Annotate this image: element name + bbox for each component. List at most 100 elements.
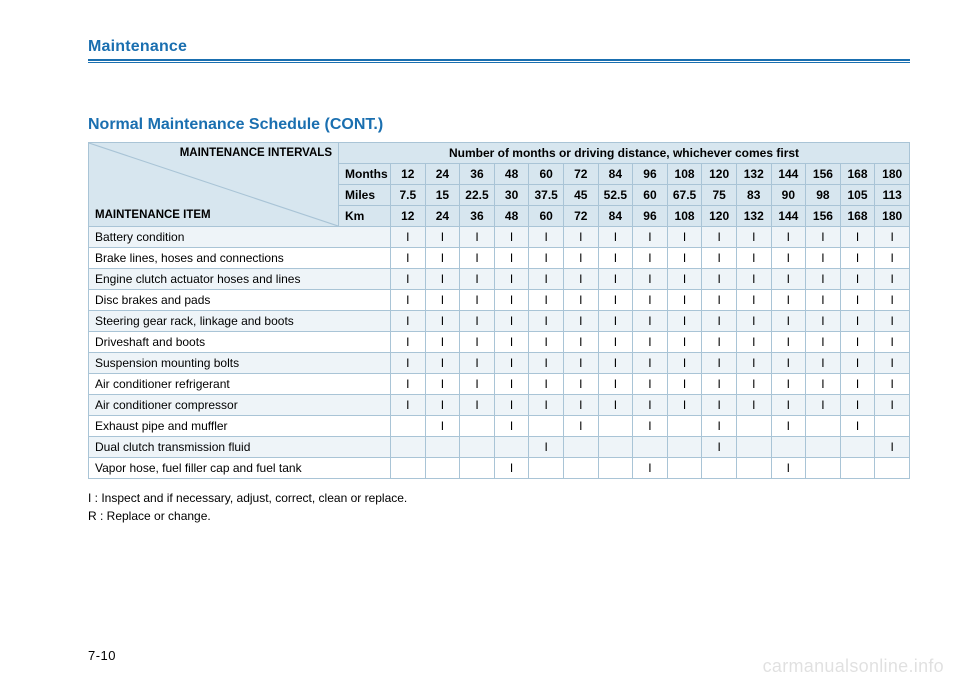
item-cell: I xyxy=(460,269,495,290)
unit-val: 144 xyxy=(771,164,806,185)
item-cell xyxy=(529,416,564,437)
item-cell: I xyxy=(840,416,875,437)
table-row: Exhaust pipe and mufflerIIIIIII xyxy=(89,416,910,437)
item-cell: I xyxy=(391,395,426,416)
item-cell: I xyxy=(425,290,460,311)
item-cell: I xyxy=(425,416,460,437)
item-cell: I xyxy=(806,248,841,269)
item-name: Brake lines, hoses and connections xyxy=(89,248,391,269)
unit-val: 180 xyxy=(875,206,910,227)
item-cell: I xyxy=(875,395,910,416)
item-cell: I xyxy=(563,248,598,269)
item-cell: I xyxy=(771,311,806,332)
item-cell xyxy=(460,416,495,437)
item-cell: I xyxy=(391,374,426,395)
unit-val: 7.5 xyxy=(391,185,426,206)
item-cell: I xyxy=(633,353,668,374)
item-cell: I xyxy=(736,290,771,311)
item-cell: I xyxy=(391,227,426,248)
item-cell: I xyxy=(667,311,702,332)
item-cell: I xyxy=(702,437,737,458)
unit-val: 105 xyxy=(840,185,875,206)
unit-val: 37.5 xyxy=(529,185,564,206)
unit-label: Miles xyxy=(339,185,391,206)
item-cell: I xyxy=(494,248,529,269)
item-cell: I xyxy=(806,227,841,248)
item-name: Air conditioner compressor xyxy=(89,395,391,416)
item-cell: I xyxy=(806,395,841,416)
item-cell: I xyxy=(736,353,771,374)
item-cell: I xyxy=(667,290,702,311)
unit-val: 132 xyxy=(736,206,771,227)
item-cell: I xyxy=(633,248,668,269)
item-cell: I xyxy=(460,353,495,374)
item-cell xyxy=(806,458,841,479)
unit-val: 48 xyxy=(494,206,529,227)
unit-val: 156 xyxy=(806,164,841,185)
unit-val: 12 xyxy=(391,164,426,185)
item-cell: I xyxy=(425,353,460,374)
item-cell: I xyxy=(529,332,564,353)
item-cell: I xyxy=(806,311,841,332)
item-cell: I xyxy=(840,332,875,353)
item-name: Exhaust pipe and muffler xyxy=(89,416,391,437)
table-row: Dual clutch transmission fluidIII xyxy=(89,437,910,458)
item-cell: I xyxy=(736,311,771,332)
item-cell: I xyxy=(840,227,875,248)
item-cell: I xyxy=(771,227,806,248)
unit-val: 67.5 xyxy=(667,185,702,206)
item-cell: I xyxy=(633,395,668,416)
item-cell: I xyxy=(494,374,529,395)
legend-inspect: I : Inspect and if necessary, adjust, co… xyxy=(88,489,910,507)
item-cell: I xyxy=(667,332,702,353)
unit-val: 75 xyxy=(702,185,737,206)
item-cell: I xyxy=(529,395,564,416)
item-cell: I xyxy=(702,248,737,269)
item-cell xyxy=(529,458,564,479)
item-cell: I xyxy=(563,290,598,311)
unit-val: 36 xyxy=(460,164,495,185)
item-cell: I xyxy=(806,332,841,353)
item-cell xyxy=(736,416,771,437)
table-row: Vapor hose, fuel filler cap and fuel tan… xyxy=(89,458,910,479)
item-cell: I xyxy=(736,332,771,353)
item-cell xyxy=(391,437,426,458)
table-row: Battery conditionIIIIIIIIIIIIIII xyxy=(89,227,910,248)
item-cell: I xyxy=(391,269,426,290)
item-cell: I xyxy=(702,311,737,332)
item-cell: I xyxy=(563,416,598,437)
item-cell: I xyxy=(563,395,598,416)
unit-val: 120 xyxy=(702,164,737,185)
item-cell: I xyxy=(460,395,495,416)
item-cell xyxy=(460,437,495,458)
unit-val: 96 xyxy=(633,206,668,227)
item-cell: I xyxy=(633,290,668,311)
item-cell: I xyxy=(598,227,633,248)
item-cell: I xyxy=(875,437,910,458)
header-rule xyxy=(88,59,910,61)
unit-val: 98 xyxy=(806,185,841,206)
item-cell xyxy=(875,416,910,437)
item-cell: I xyxy=(667,395,702,416)
interval-header: Number of months or driving distance, wh… xyxy=(339,143,910,164)
item-cell: I xyxy=(840,395,875,416)
item-cell: I xyxy=(633,332,668,353)
unit-val: 144 xyxy=(771,206,806,227)
item-cell: I xyxy=(529,290,564,311)
item-cell: I xyxy=(875,269,910,290)
table-row: Engine clutch actuator hoses and linesII… xyxy=(89,269,910,290)
item-cell: I xyxy=(736,269,771,290)
item-cell: I xyxy=(391,290,426,311)
item-cell: I xyxy=(598,311,633,332)
item-cell: I xyxy=(667,374,702,395)
item-cell: I xyxy=(667,227,702,248)
unit-val: 72 xyxy=(563,164,598,185)
item-name: Driveshaft and boots xyxy=(89,332,391,353)
table-row: Air conditioner refrigerantIIIIIIIIIIIII… xyxy=(89,374,910,395)
item-cell: I xyxy=(598,269,633,290)
unit-val: 180 xyxy=(875,164,910,185)
item-cell: I xyxy=(771,248,806,269)
legend: I : Inspect and if necessary, adjust, co… xyxy=(88,489,910,525)
item-cell: I xyxy=(391,248,426,269)
page: Maintenance Normal Maintenance Schedule … xyxy=(0,0,960,689)
